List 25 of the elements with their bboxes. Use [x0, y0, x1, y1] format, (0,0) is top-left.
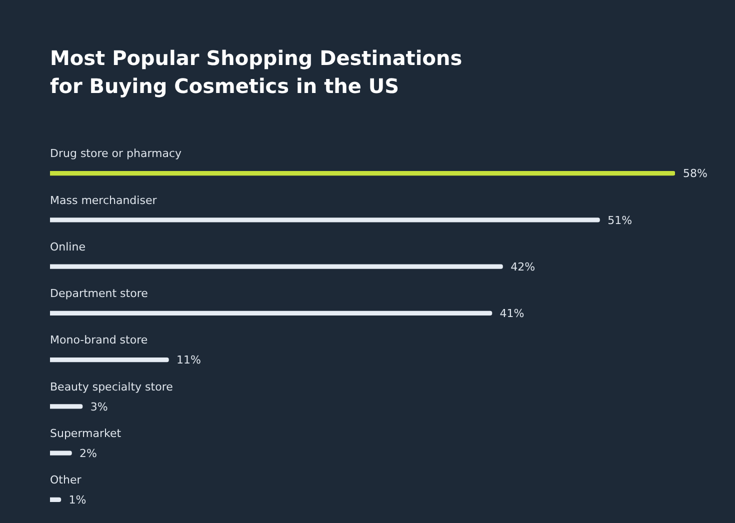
- y-tick-label: Supermarket: [50, 426, 122, 440]
- data-label: 3%: [90, 400, 108, 414]
- bar: [50, 497, 62, 502]
- bar: [50, 170, 675, 176]
- chart-title: Most Popular Shopping Destinations for Buying Cosmetics in the US: [50, 45, 464, 100]
- bar: [50, 264, 503, 269]
- y-tick-label: Department store: [50, 287, 148, 300]
- y-tick-label: Other: [50, 474, 82, 487]
- data-label: 41%: [500, 307, 524, 320]
- bar: [50, 404, 83, 409]
- data-label: 42%: [510, 260, 536, 274]
- y-tick-label: Mass merchandiser: [50, 194, 158, 207]
- data-label: 1%: [68, 494, 86, 507]
- data-label: 11%: [176, 354, 201, 367]
- y-tick-label: Mono-brand store: [50, 334, 148, 347]
- y-tick-label: Beauty specialty store: [50, 380, 174, 394]
- data-label: 51%: [608, 214, 632, 227]
- y-tick-label: Drug store or pharmacy: [50, 147, 182, 160]
- data-label: 2%: [80, 446, 98, 460]
- bar: [50, 310, 492, 316]
- bar: [50, 450, 72, 456]
- y-tick-label: Online: [50, 240, 86, 254]
- bar: [50, 357, 169, 362]
- bar: [50, 218, 600, 222]
- data-label: 58%: [683, 167, 708, 180]
